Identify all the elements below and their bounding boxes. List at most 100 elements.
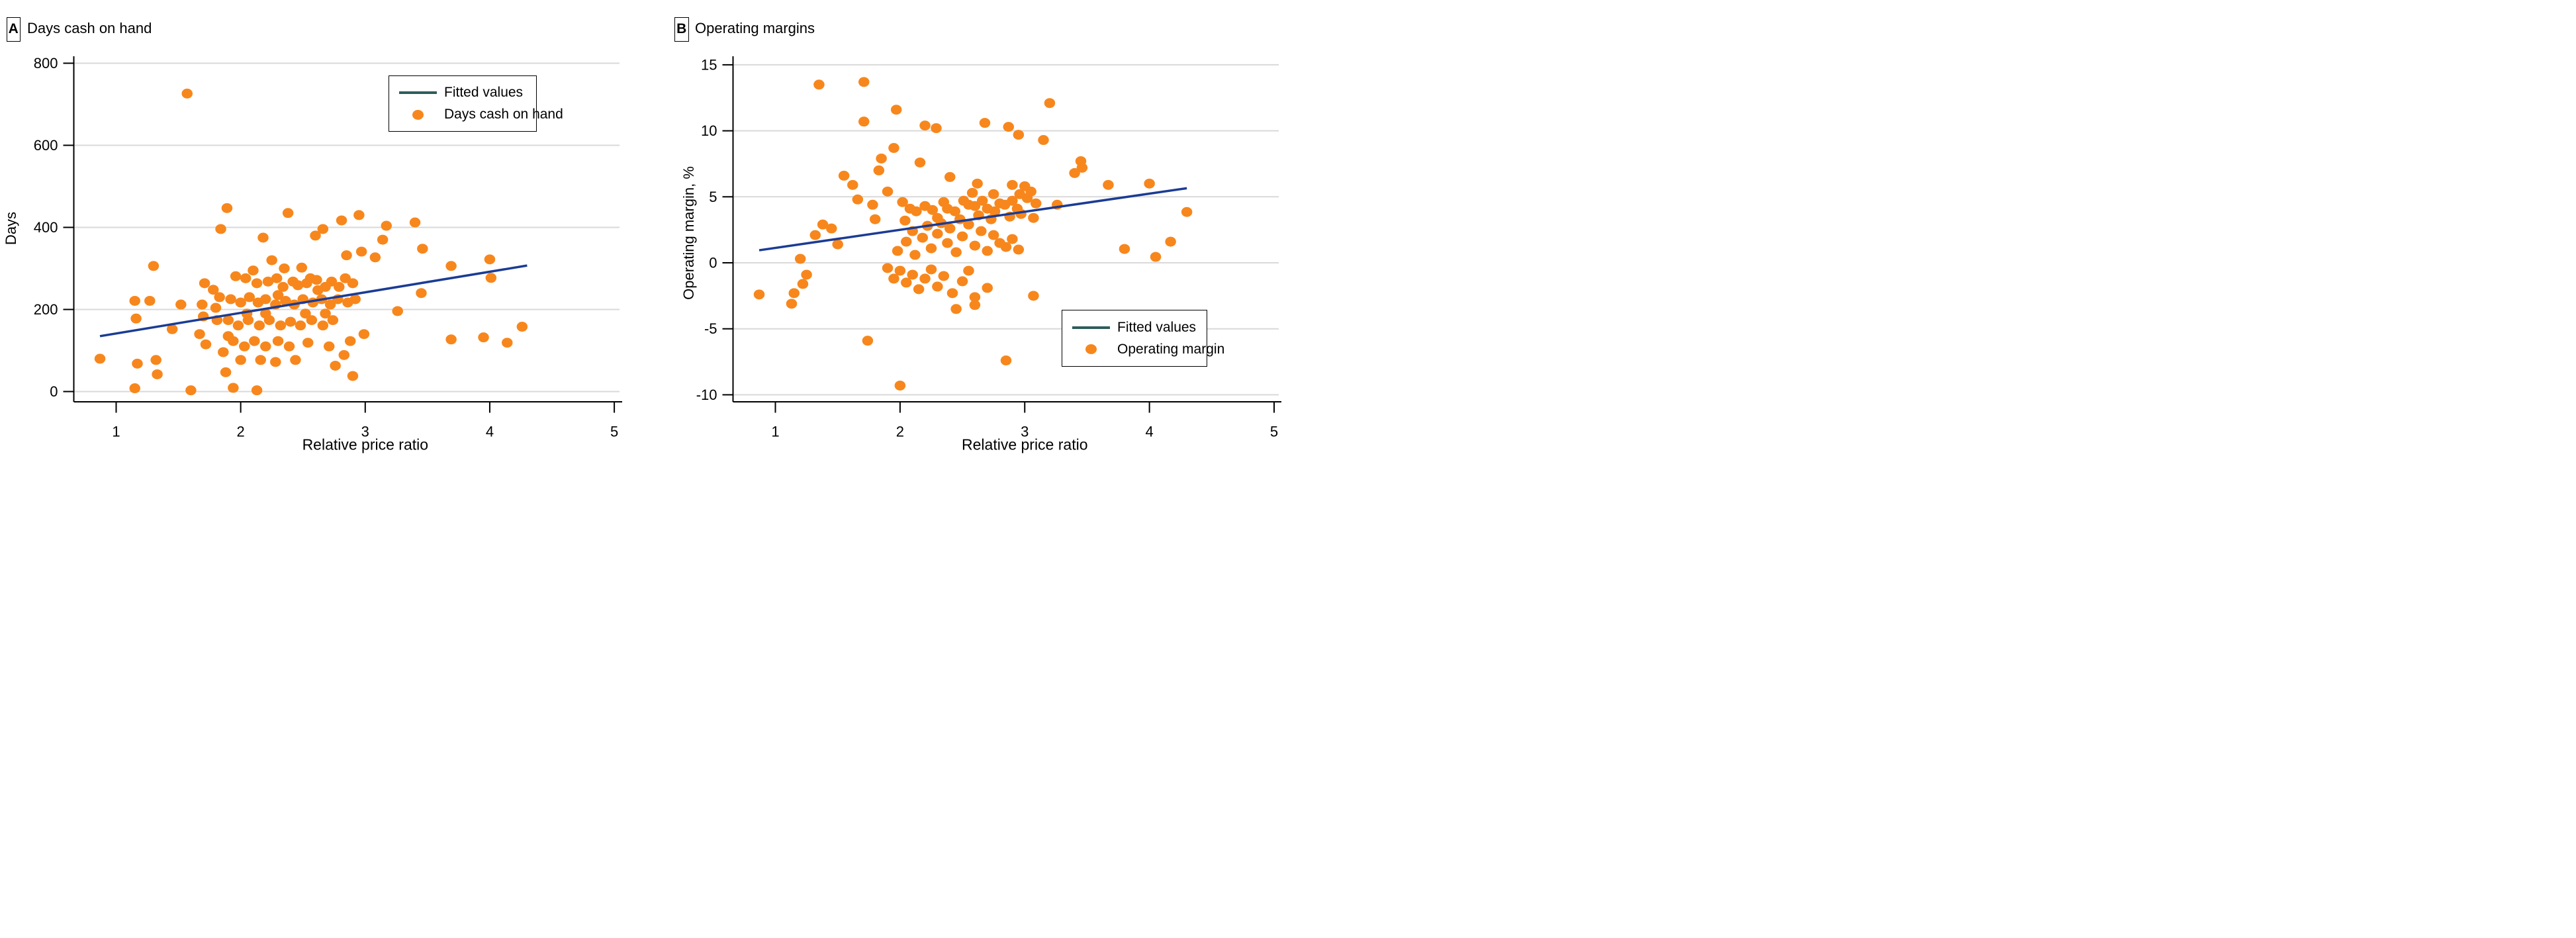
scatter-point (956, 276, 968, 287)
scatter-point (445, 261, 457, 271)
scatter-point (336, 215, 347, 226)
scatter-point (809, 230, 821, 240)
scatter-point (242, 315, 254, 326)
scatter-point (1038, 135, 1049, 146)
scatter-point (852, 194, 864, 205)
fitted-line (99, 264, 528, 338)
scatter-point (888, 143, 899, 154)
scatter-point (417, 244, 428, 254)
scatter-point (932, 228, 943, 239)
scatter-point (152, 369, 163, 379)
scatter-point (262, 276, 274, 287)
scatter-point (932, 212, 943, 223)
scatter-point (257, 232, 269, 243)
scatter-point (338, 350, 350, 360)
panel-b-y-axis-label: Operating margin, % (680, 166, 697, 300)
scatter-point (263, 315, 275, 326)
scatter-point (847, 179, 858, 190)
y-tick-label: -5 (704, 320, 717, 337)
scatter-point (794, 254, 806, 264)
x-tick-label: 3 (361, 424, 369, 440)
scatter-point (275, 320, 287, 331)
scatter-point (292, 280, 304, 291)
scatter-point (911, 206, 922, 216)
scatter-point (272, 336, 284, 346)
scatter-point (248, 265, 259, 276)
scatter-point (963, 265, 974, 276)
scatter-point (214, 292, 225, 303)
scatter-point (892, 246, 903, 256)
scatter-point (988, 189, 999, 199)
scatter-point (478, 332, 489, 343)
legend-label: Fitted values (444, 85, 524, 100)
scatter-point (1028, 291, 1039, 301)
scatter-point (445, 334, 457, 345)
legend-label: Fitted values (1117, 319, 1197, 335)
scatter-point (341, 250, 352, 261)
scatter-point (869, 214, 881, 224)
scatter-point (353, 210, 365, 220)
panel-b-legend: Fitted values Operating margin (1062, 310, 1224, 367)
scatter-point (944, 223, 956, 234)
scatter-point (901, 236, 912, 247)
scatter-point (94, 353, 106, 364)
scatter-point (897, 197, 908, 207)
x-axis-label: Relative price ratio (962, 436, 1087, 453)
scatter-point (1013, 130, 1025, 140)
scatter-point (349, 294, 361, 305)
x-tick-label: 1 (112, 424, 120, 440)
fitted-line-swatch-icon (1070, 326, 1111, 329)
scatter-point (230, 271, 242, 281)
scatter-point (907, 269, 918, 280)
scatter-point (185, 385, 197, 396)
scatter-point (1007, 234, 1018, 244)
scatter-point (1069, 167, 1080, 178)
scatter-point (919, 120, 931, 131)
scatter-point (323, 341, 335, 352)
scatter-point (950, 247, 962, 258)
legend-label: Operating margin (1117, 341, 1225, 357)
scatter-point (932, 281, 943, 292)
scatter-point (244, 292, 255, 303)
scatter-point (251, 278, 263, 289)
panel-a-legend: Fitted values Days cash on hand (389, 75, 563, 132)
scatter-point (251, 385, 263, 396)
scatter-point (1119, 244, 1130, 254)
scatter-point (485, 273, 497, 283)
scatter-point (277, 281, 289, 292)
y-tick-label: 15 (701, 56, 717, 73)
legend-row-fitted-values: Fitted values (1070, 318, 1207, 337)
panel-a-plot: 0 200 400 600 800 1 2 3 4 5 Relative price ratio (34, 55, 622, 453)
scatter-point (927, 205, 939, 215)
scatter-point (1019, 181, 1031, 191)
scatter-point (130, 313, 142, 324)
scatter-point (344, 336, 356, 346)
scatter-point (330, 360, 341, 371)
scatter-point (873, 165, 885, 175)
scatter-point (166, 324, 178, 334)
scatter-point (377, 234, 389, 245)
scatter-point (862, 336, 874, 346)
scatter-point (1000, 355, 1012, 366)
y-tick-label: 0 (50, 383, 58, 400)
scatter-point (832, 239, 843, 250)
scatter-point (876, 153, 887, 164)
scatter-point (801, 269, 812, 280)
scatter-point (989, 206, 1001, 216)
scatter-point (310, 230, 321, 241)
scatter-point (295, 320, 306, 331)
scatter-point (300, 308, 311, 319)
scatter-point (925, 264, 937, 275)
scatter-point (228, 336, 239, 346)
scatter-point (867, 199, 878, 210)
scatter-point (208, 285, 219, 295)
scatter-point (334, 281, 345, 292)
scatter-point (266, 255, 277, 265)
scatter-point (272, 290, 284, 301)
scatter-point (899, 215, 911, 226)
scatter-point (888, 273, 899, 284)
panel-b-plot: -10 -5 0 5 10 15 1 2 3 4 5 Relative price ratio (696, 56, 1281, 453)
scatter-point (813, 79, 825, 90)
scatter-point (963, 219, 974, 230)
x-tick-label: 1 (771, 424, 779, 440)
